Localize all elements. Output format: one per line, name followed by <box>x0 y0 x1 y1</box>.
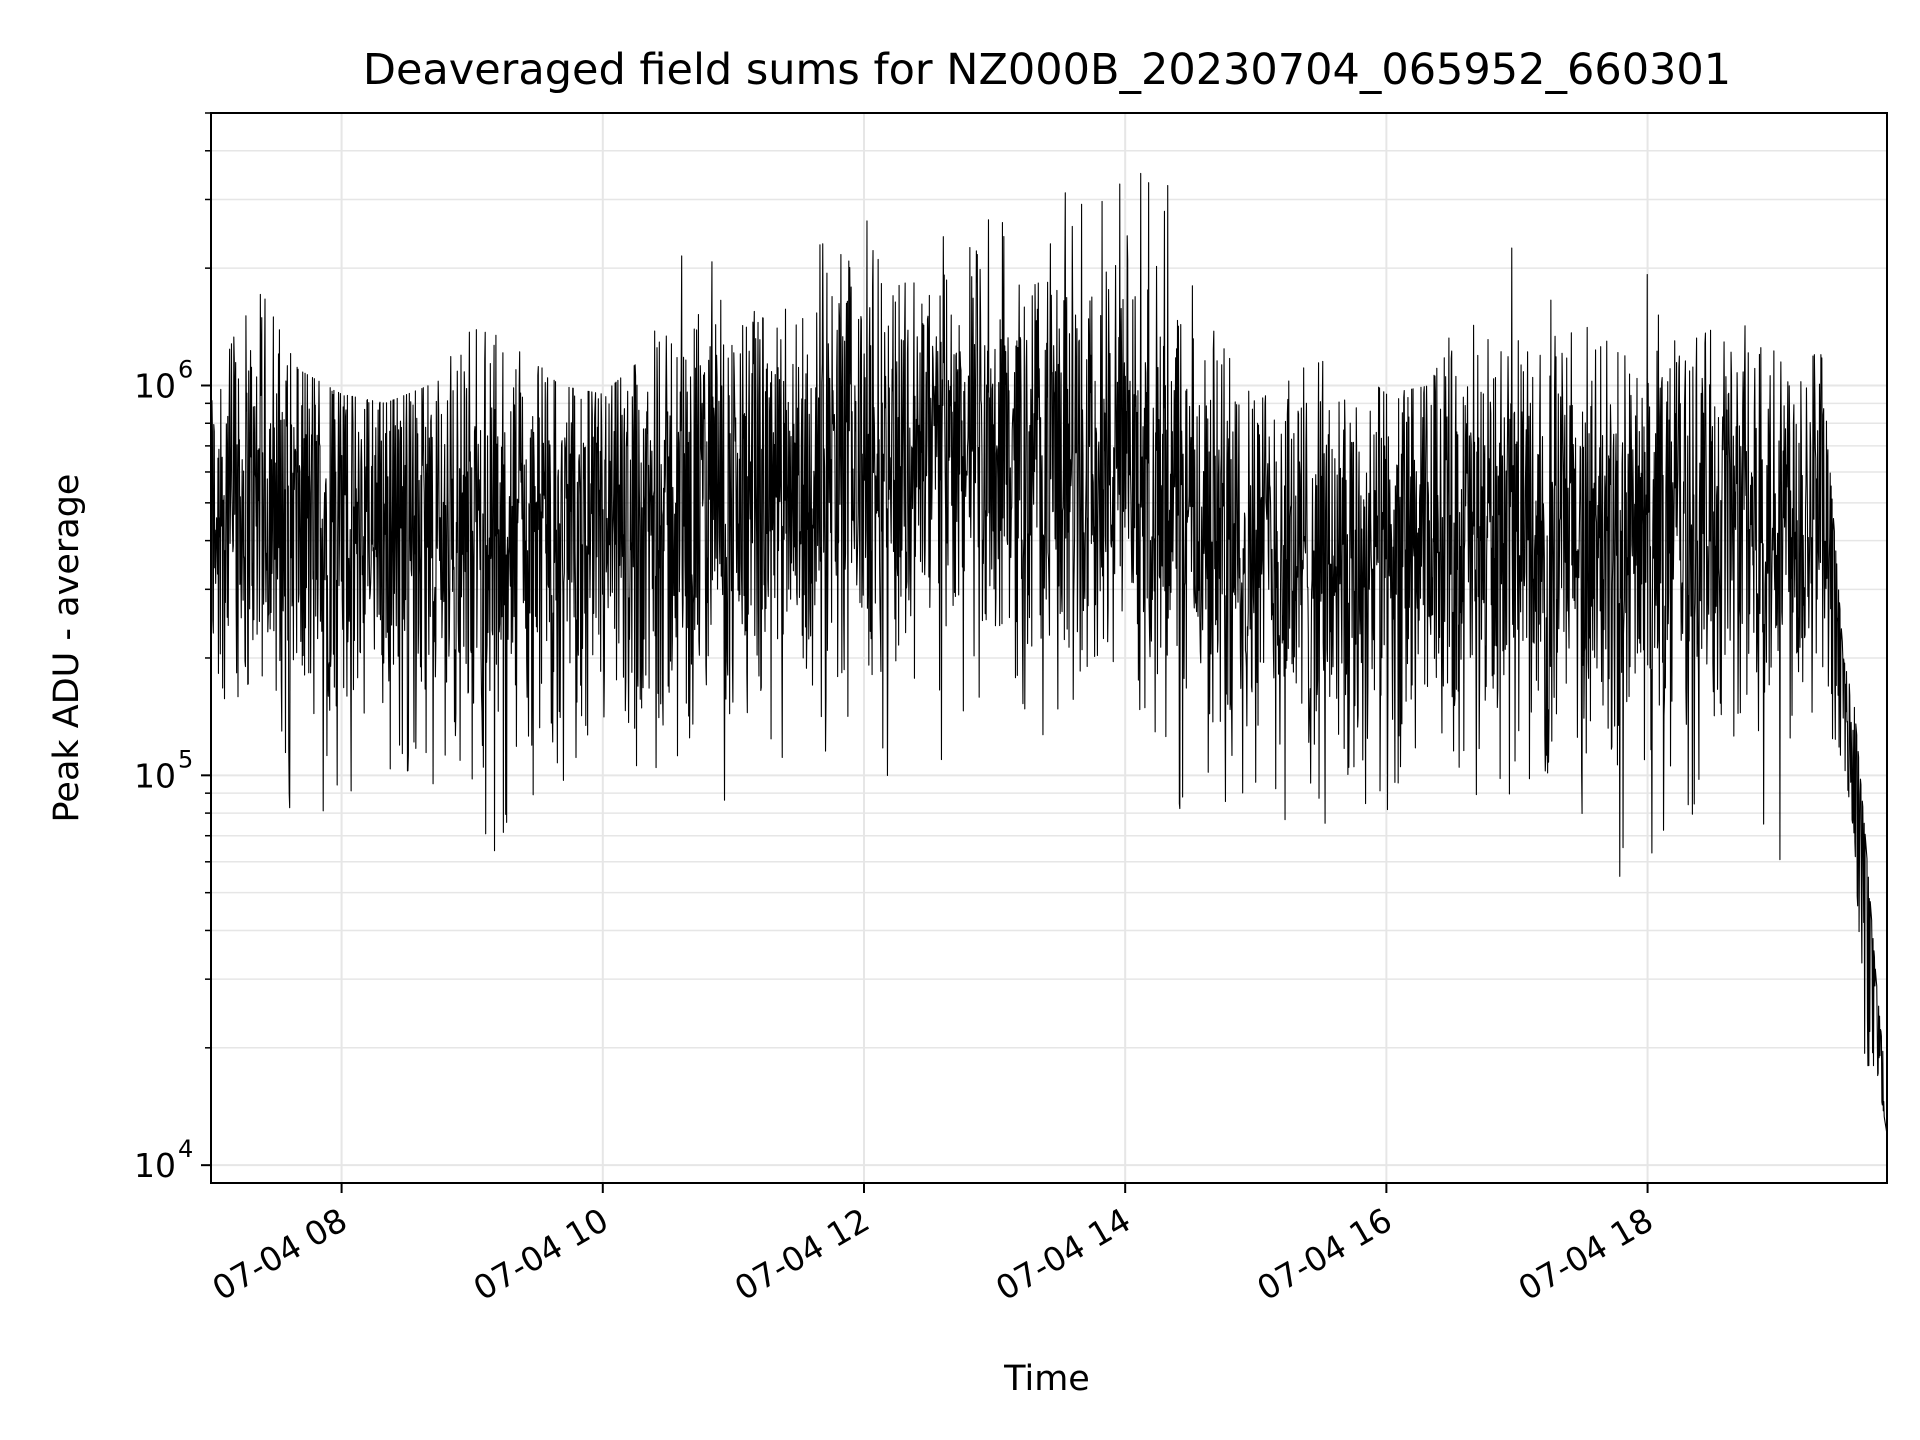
y-tick-exponent: 4 <box>178 1135 193 1163</box>
y-tick-label: 10 <box>134 1146 176 1185</box>
series-group <box>211 172 1887 1135</box>
series-line <box>211 172 1887 1135</box>
plot-frame <box>210 112 1888 1184</box>
y-axis-label: Peak ADU - average <box>47 474 87 823</box>
x-axis-label: Time <box>1003 1359 1090 1399</box>
y-tick-exponent: 6 <box>178 355 193 383</box>
y-tick-exponent: 5 <box>178 745 193 773</box>
y-tick-label: 10 <box>134 756 176 795</box>
chart-title: Deaveraged field sums for NZ000B_2023070… <box>363 45 1731 95</box>
y-tick-label: 10 <box>134 366 176 405</box>
